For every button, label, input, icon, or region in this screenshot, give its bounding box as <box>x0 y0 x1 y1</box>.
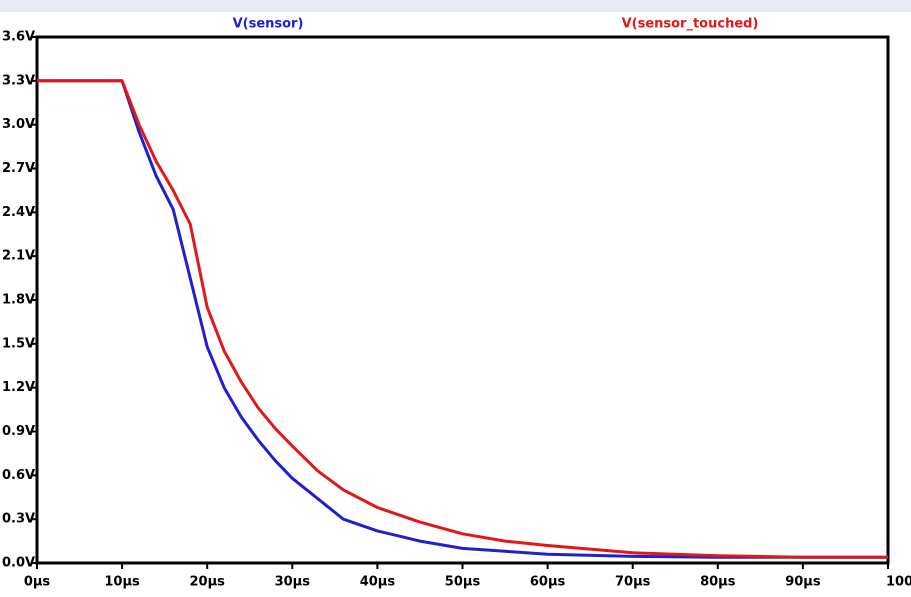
y-tick-label: 3.3V <box>2 73 35 88</box>
y-tick-label: 3.0V <box>2 117 35 132</box>
x-tick-label: 90µs <box>785 575 821 590</box>
y-tick-label: 1.5V <box>2 336 35 351</box>
title-strip <box>0 0 911 12</box>
x-tick-label: 10µs <box>104 575 140 590</box>
y-tick-label: 1.2V <box>2 380 35 395</box>
y-tick-label: 2.7V <box>2 161 35 176</box>
y-tick-label: 0.9V <box>2 424 35 439</box>
x-tick-label: 0µs <box>24 575 51 590</box>
y-tick-label: 0.3V <box>2 512 35 527</box>
y-tick-label: 2.4V <box>2 205 35 220</box>
y-tick-label: 2.1V <box>2 249 35 264</box>
plot-frame <box>35 35 890 565</box>
y-tick-label: 0.0V <box>2 556 35 571</box>
y-tick-label: 0.6V <box>2 468 35 483</box>
x-tick-label: 80µs <box>700 575 736 590</box>
x-tick-label: 30µs <box>275 575 311 590</box>
x-tick-label: 100µs <box>886 575 911 590</box>
y-tick-label: 1.8V <box>2 293 35 308</box>
y-tick-label: 3.6V <box>2 30 35 45</box>
legend-entry: V(sensor) <box>233 17 304 32</box>
line-series <box>37 79 888 559</box>
x-tick-label: 50µs <box>445 575 481 590</box>
x-tick-label: 20µs <box>189 575 225 590</box>
x-tick-label: 60µs <box>530 575 566 590</box>
x-tick-label: 70µs <box>615 575 651 590</box>
x-tick-label: 40µs <box>360 575 396 590</box>
line-series <box>37 79 888 559</box>
legend-entry: V(sensor_touched) <box>622 17 759 32</box>
